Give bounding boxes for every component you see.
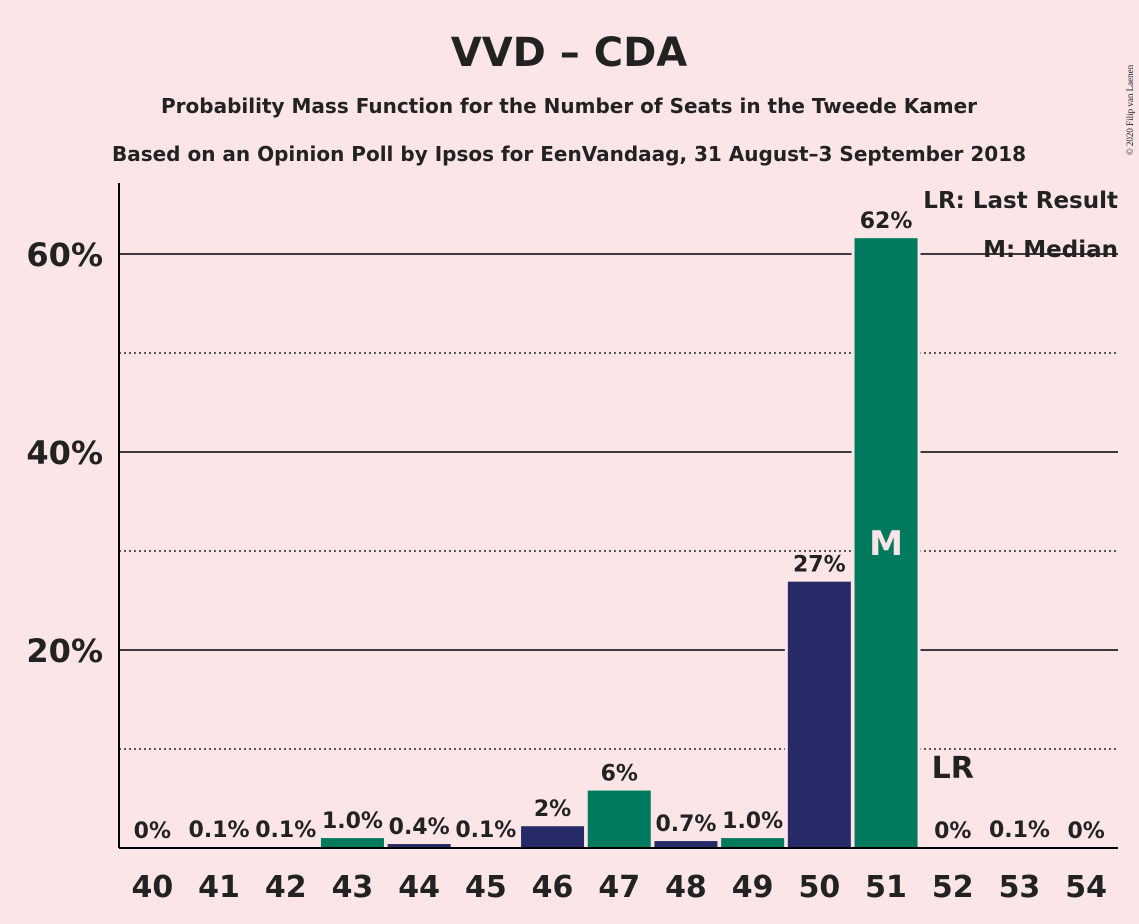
chart-subtitle-1: Probability Mass Function for the Number… <box>161 94 977 118</box>
x-tick-label: 45 <box>465 870 507 905</box>
x-tick-label: 49 <box>732 870 774 905</box>
data-label: 0.1% <box>989 818 1050 843</box>
data-label: 27% <box>793 553 846 578</box>
data-label: 6% <box>601 762 638 787</box>
legend-last-result: LR: Last Result <box>923 188 1118 214</box>
x-tick-label: 40 <box>131 870 173 905</box>
bars <box>184 235 1054 848</box>
data-label: 2% <box>534 797 571 822</box>
bar-halo <box>184 844 254 848</box>
x-tick-label: 42 <box>265 870 307 905</box>
data-label: 0.4% <box>389 815 450 840</box>
data-labels: 0% 0.1% 0.1% 1.0% 0.4% 0.1%2%6%0.7% 1.0%27%62%… <box>134 209 1105 844</box>
x-tick-label: 43 <box>332 870 374 905</box>
x-tick-label: 50 <box>798 870 840 905</box>
bar-halo <box>251 844 321 848</box>
bar <box>654 841 718 848</box>
bar <box>320 838 384 848</box>
x-tick-labels: 40 41 42 43 44 45 46 47 48 49 50 51 52 53 54 <box>131 870 1107 905</box>
x-tick-label: 54 <box>1065 870 1107 905</box>
x-tick-label: 52 <box>932 870 974 905</box>
bar <box>787 581 851 848</box>
median-marker: M <box>869 524 903 564</box>
data-label: 0.1% <box>189 818 250 843</box>
last-result-marker: LR <box>932 751 974 786</box>
data-label: 1.0% <box>722 809 783 834</box>
data-label: 0.1% <box>255 818 316 843</box>
bar <box>521 826 585 848</box>
copyright-credit: © 2020 Filip van Laenen <box>1125 64 1135 155</box>
legend: LR: Last Result M: Median <box>923 188 1118 263</box>
gridlines <box>119 253 1118 750</box>
x-tick-label: 48 <box>665 870 707 905</box>
x-tick-label: 44 <box>398 870 440 905</box>
x-tick-label: 46 <box>532 870 574 905</box>
markers: M LR <box>869 524 974 786</box>
data-label: 0.7% <box>655 812 716 837</box>
bar <box>854 238 918 848</box>
x-tick-label: 47 <box>598 870 640 905</box>
data-label: 62% <box>860 209 913 234</box>
y-tick-labels: 20% 40% 60% <box>26 236 103 670</box>
bar <box>387 844 451 848</box>
y-tick-label: 60% <box>26 236 103 274</box>
data-label: 0% <box>1067 819 1104 844</box>
y-tick-label: 40% <box>26 434 103 472</box>
bar <box>721 838 785 848</box>
data-label: 0.1% <box>455 818 516 843</box>
legend-median: M: Median <box>983 237 1118 263</box>
bar-halo <box>451 844 521 848</box>
y-tick-label: 20% <box>26 632 103 670</box>
bar-halo <box>984 844 1054 848</box>
bar <box>587 790 651 848</box>
x-tick-label: 41 <box>198 870 240 905</box>
x-tick-label: 51 <box>865 870 907 905</box>
data-label: 0% <box>134 819 171 844</box>
axes <box>118 183 1118 849</box>
data-label: 1.0% <box>322 809 383 834</box>
chart-title: VVD – CDA <box>451 30 688 76</box>
x-tick-label: 53 <box>999 870 1041 905</box>
data-label: 0% <box>934 819 971 844</box>
chart-subtitle-2: Based on an Opinion Poll by Ipsos for Ee… <box>112 142 1026 166</box>
